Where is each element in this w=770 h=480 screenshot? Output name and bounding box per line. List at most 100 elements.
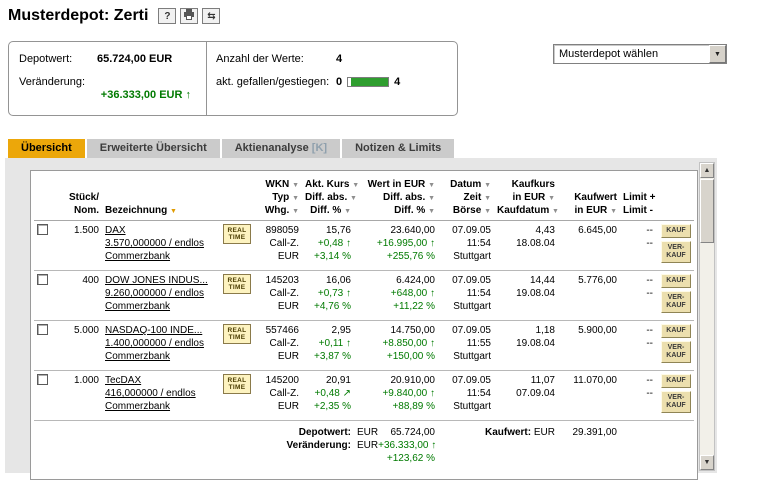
price-diff-pct: +4,76 % <box>314 301 351 312</box>
quote-date: 07.09.05 <box>452 375 491 386</box>
scroll-up-button[interactable]: ▲ <box>700 163 714 178</box>
quote-date: 07.09.05 <box>452 225 491 236</box>
value-diff-abs: +9.840,00 ↑ <box>382 388 435 399</box>
current-price: 15,76 <box>325 225 351 236</box>
kauf-button[interactable]: KAUF <box>661 324 691 338</box>
kauf-button[interactable]: KAUF <box>661 224 691 238</box>
position-row: 1.000 TecDAX 416,000000 / endlos Commerz… <box>34 370 694 421</box>
value-diff-pct: +150,00 % <box>386 351 435 362</box>
sort-icon: ▼ <box>170 208 177 215</box>
switch-icon: ⇆ <box>207 10 216 22</box>
strike-link[interactable]: 416,000000 / endlos <box>105 388 196 399</box>
row-checkbox[interactable] <box>37 274 48 285</box>
price-diff-pct: +3,87 % <box>314 351 351 362</box>
exchange: Stuttgart <box>453 401 491 412</box>
sort-icon: ▼ <box>552 208 559 215</box>
value-diff-abs: +8.850,00 ↑ <box>382 338 435 349</box>
help-button[interactable]: ? <box>158 8 177 24</box>
fallen-count: 0 <box>336 76 343 88</box>
sort-icon: ▼ <box>484 182 491 189</box>
currency-label: EUR <box>357 427 379 438</box>
total-depot-value: 65.724,00 <box>390 427 436 438</box>
wkn-value: 898059 <box>265 225 299 236</box>
table-header-row: Stück/ Nom. Bezeichnung ▼ WKN ▼ Typ ▼ Wh… <box>34 176 694 221</box>
scroll-down-button[interactable]: ▼ <box>700 455 714 470</box>
value-diff-pct: +88,89 % <box>392 401 435 412</box>
issuer-link[interactable]: Commerzbank <box>105 251 171 262</box>
trend-arrow-icon: ↑ <box>430 388 435 399</box>
value-diff-abs: +16.995,00 ↑ <box>376 238 435 249</box>
quote-time: 11:54 <box>466 288 491 299</box>
tab-uebersicht[interactable]: Übersicht <box>8 139 85 158</box>
value-diff-pct: +255,76 % <box>386 251 435 262</box>
type-value: Call-Z. <box>269 388 299 399</box>
issuer-link[interactable]: Commerzbank <box>105 401 171 412</box>
verkauf-button[interactable]: VER- KAUF <box>661 341 691 363</box>
anzahl-label: Anzahl der Werte: <box>216 53 304 65</box>
row-checkbox[interactable] <box>37 324 48 335</box>
value-eur: 20.910,00 <box>390 375 436 386</box>
strike-link[interactable]: 9.260,000000 / endlos <box>105 288 204 299</box>
kauf-button[interactable]: KAUF <box>661 274 691 288</box>
kauf-button[interactable]: KAUF <box>661 374 691 388</box>
quantity: 1.000 <box>73 375 99 386</box>
trend-arrow-icon: ↑ <box>346 338 351 349</box>
buy-price: 4,43 <box>535 225 555 236</box>
tab-notizen-limits[interactable]: Notizen & Limits <box>342 139 455 158</box>
sort-icon: ▼ <box>344 208 351 215</box>
strike-link[interactable]: 3.570,000000 / endlos <box>105 238 204 249</box>
tab-aktienanalyse[interactable]: Aktienanalyse [K] <box>221 139 341 158</box>
issuer-link[interactable]: Commerzbank <box>105 351 171 362</box>
limit-plus: -- <box>646 275 653 286</box>
currency-value: EUR <box>277 251 299 262</box>
row-checkbox[interactable] <box>37 224 48 235</box>
sort-wkn-header[interactable]: WKN ▼ Typ ▼ Whg. ▼ <box>254 176 302 221</box>
tab-suffix: [K] <box>311 142 328 154</box>
print-button[interactable] <box>180 8 199 24</box>
scrollbar-thumb[interactable] <box>700 179 714 243</box>
limit-minus: -- <box>646 288 653 299</box>
content-area: Stück/ Nom. Bezeichnung ▼ WKN ▼ Typ ▼ Wh… <box>5 158 717 480</box>
instrument-link[interactable]: TecDAX <box>105 375 142 386</box>
tab-bar: Übersicht Erweiterte Übersicht Aktienana… <box>8 139 455 158</box>
sort-icon: ▼ <box>428 208 435 215</box>
print-icon <box>183 9 195 23</box>
instrument-link[interactable]: DAX <box>105 225 126 236</box>
stueck-header: Stück/ Nom. <box>54 176 102 221</box>
strike-link[interactable]: 1.400,000000 / endlos <box>105 338 204 349</box>
row-checkbox[interactable] <box>37 374 48 385</box>
current-price: 20,91 <box>325 375 351 386</box>
limit-minus: -- <box>646 238 653 249</box>
instrument-link[interactable]: NASDAQ-100 INDE... <box>105 325 203 336</box>
sort-icon: ▼ <box>548 195 555 202</box>
total-kaufwert-label: Kaufwert: <box>484 427 532 438</box>
trend-arrow-icon: ↑ <box>430 238 435 249</box>
realtime-badge: REAL TIME <box>223 224 251 244</box>
trend-arrow-icon: ↑ <box>430 338 435 349</box>
instrument-link[interactable]: DOW JONES INDUS... <box>105 275 208 286</box>
sort-icon: ▼ <box>292 195 299 202</box>
verkauf-button[interactable]: VER- KAUF <box>661 391 691 413</box>
gestiegen-count: 4 <box>394 76 401 88</box>
sort-akt-kurs-header[interactable]: Akt. Kurs ▼ Diff. abs. ▼ Diff. % ▼ <box>302 176 359 221</box>
depot-select[interactable]: Musterdepot wählen ▼ <box>553 44 727 64</box>
vertical-scrollbar[interactable]: ▲ ▼ <box>699 162 715 471</box>
switch-depot-button[interactable]: ⇆ <box>202 8 221 24</box>
issuer-link[interactable]: Commerzbank <box>105 301 171 312</box>
sort-wert-header[interactable]: Wert in EUR ▼ Diff. abs. ▼ Diff. % ▼ <box>354 176 438 221</box>
currency-value: EUR <box>277 301 299 312</box>
exchange: Stuttgart <box>453 251 491 262</box>
trend-arrow-icon: ↑ <box>346 238 351 249</box>
verkauf-button[interactable]: VER- KAUF <box>661 291 691 313</box>
sort-kaufkurs-header[interactable]: Kaufkurs in EUR ▼ Kaufdatum ▼ <box>494 176 559 221</box>
positions-table: Stück/ Nom. Bezeichnung ▼ WKN ▼ Typ ▼ Wh… <box>34 176 694 469</box>
current-price: 2,95 <box>331 325 351 336</box>
sort-bezeichnung-header[interactable]: Bezeichnung ▼ <box>102 176 220 221</box>
checkbox-cell <box>34 220 54 271</box>
sort-datum-header[interactable]: Datum ▼ Zeit ▼ Börse ▼ <box>438 176 494 221</box>
chevron-down-icon[interactable]: ▼ <box>709 45 726 63</box>
tab-erweiterte-uebersicht[interactable]: Erweiterte Übersicht <box>86 139 220 158</box>
verkauf-button[interactable]: VER- KAUF <box>661 241 691 263</box>
depot-select-value: Musterdepot wählen <box>559 48 659 60</box>
sort-kaufwert-header[interactable]: Kaufwert in EUR ▼ <box>558 176 620 221</box>
